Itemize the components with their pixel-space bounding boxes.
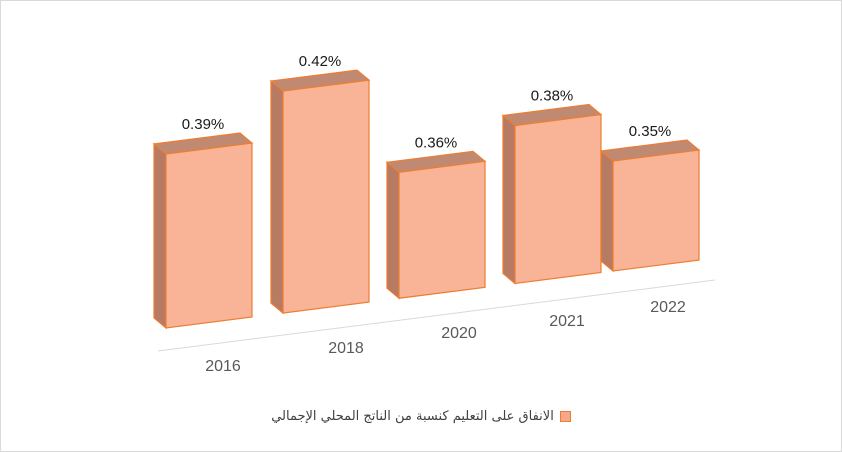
data-label-2018: 0.42% [299,53,342,70]
x-tick-label-2021: 2021 [549,313,585,330]
bar-side-2021 [502,114,516,285]
bar-2018 [282,79,370,314]
bar-side-2016 [153,142,167,330]
data-label-2022: 0.35% [629,123,672,140]
floor-line [157,279,716,352]
legend: الانفاق على التعليم كنسبة من الناتج المح… [1,409,841,424]
chart-plot: 0.39% 2016 0.42% 2018 0.36% 2020 0.38% 2021 0.35… [152,53,716,375]
data-label-2021: 0.38% [531,88,574,105]
bar-2021 [514,113,602,285]
bar-side-2018 [270,79,284,315]
x-tick-label-2022: 2022 [650,299,686,316]
bar-side-2020 [386,160,400,300]
bar-2022 [612,149,700,272]
bar-2016 [165,142,253,329]
bar-side-2022 [600,149,614,273]
x-tick-label-2020: 2020 [441,325,477,342]
legend-label: الانفاق على التعليم كنسبة من الناتج المح… [271,409,554,424]
legend-swatch [559,411,571,422]
x-tick-label-2018: 2018 [328,340,364,357]
data-label-2016: 0.39% [182,116,225,133]
bar-2020 [398,160,486,299]
data-label-2020: 0.36% [415,134,458,151]
x-tick-label-2016: 2016 [205,358,241,375]
